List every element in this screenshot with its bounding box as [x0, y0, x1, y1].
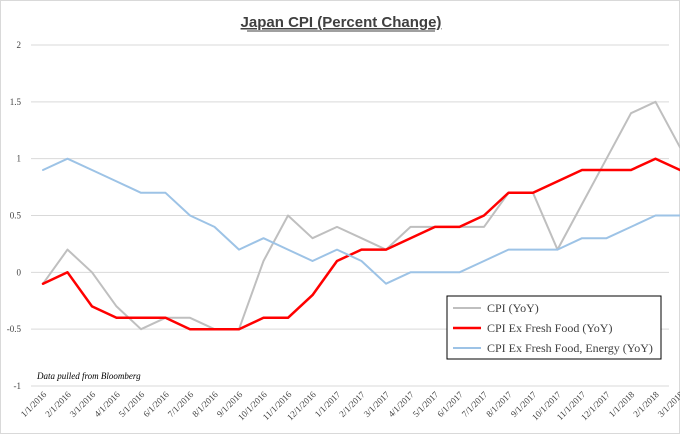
- x-tick-label: 7/1/2016: [166, 389, 196, 419]
- x-tick-label: 1/1/2016: [19, 389, 49, 419]
- x-tick-label: 5/1/2017: [411, 389, 441, 419]
- x-tick-label: 3/1/2018: [656, 389, 680, 419]
- x-tick-label: 2/1/2016: [43, 389, 73, 419]
- x-tick-label: 2/1/2018: [631, 389, 661, 419]
- x-tick-label: 3/1/2017: [362, 389, 392, 419]
- x-tick-label: 6/1/2017: [435, 389, 465, 419]
- series-line: [43, 159, 680, 284]
- x-tick-label: 8/1/2016: [190, 389, 220, 419]
- legend-label: CPI Ex Fresh Food (YoY): [487, 321, 612, 335]
- legend-label: CPI (YoY): [487, 301, 539, 315]
- y-axis-ticks: 2 1.5 1 0.5 0 -0.5 -1: [7, 40, 22, 391]
- y-tick-label: 0.5: [10, 211, 22, 221]
- x-tick-label: 3/1/2016: [68, 389, 98, 419]
- x-tick-label: 5/1/2016: [117, 389, 147, 419]
- y-tick-label: 1: [17, 154, 22, 164]
- y-tick-label: 1.5: [10, 97, 22, 107]
- y-tick-label: -0.5: [7, 324, 22, 334]
- legend: CPI (YoY) CPI Ex Fresh Food (YoY) CPI Ex F…: [447, 296, 661, 359]
- y-tick-label: -1: [14, 381, 22, 391]
- x-axis-ticks: 1/1/20162/1/20163/1/20164/1/20165/1/2016…: [19, 389, 680, 422]
- x-tick-label: 7/1/2017: [460, 389, 490, 419]
- x-tick-label: 1/1/2018: [607, 389, 637, 419]
- x-tick-label: 1/1/2017: [313, 389, 343, 419]
- y-tick-label: 2: [17, 40, 22, 50]
- source-note: Data pulled from Bloomberg: [36, 371, 141, 381]
- x-tick-label: 4/1/2017: [386, 389, 416, 419]
- x-tick-label: 4/1/2016: [92, 389, 122, 419]
- x-tick-label: 6/1/2016: [141, 389, 171, 419]
- x-tick-label: 8/1/2017: [484, 389, 514, 419]
- chart-title: Japan CPI (Percent Change): [241, 14, 442, 31]
- y-tick-label: 0: [17, 267, 22, 277]
- legend-label: CPI Ex Fresh Food, Energy (YoY): [487, 341, 653, 355]
- x-tick-label: 2/1/2017: [337, 389, 367, 419]
